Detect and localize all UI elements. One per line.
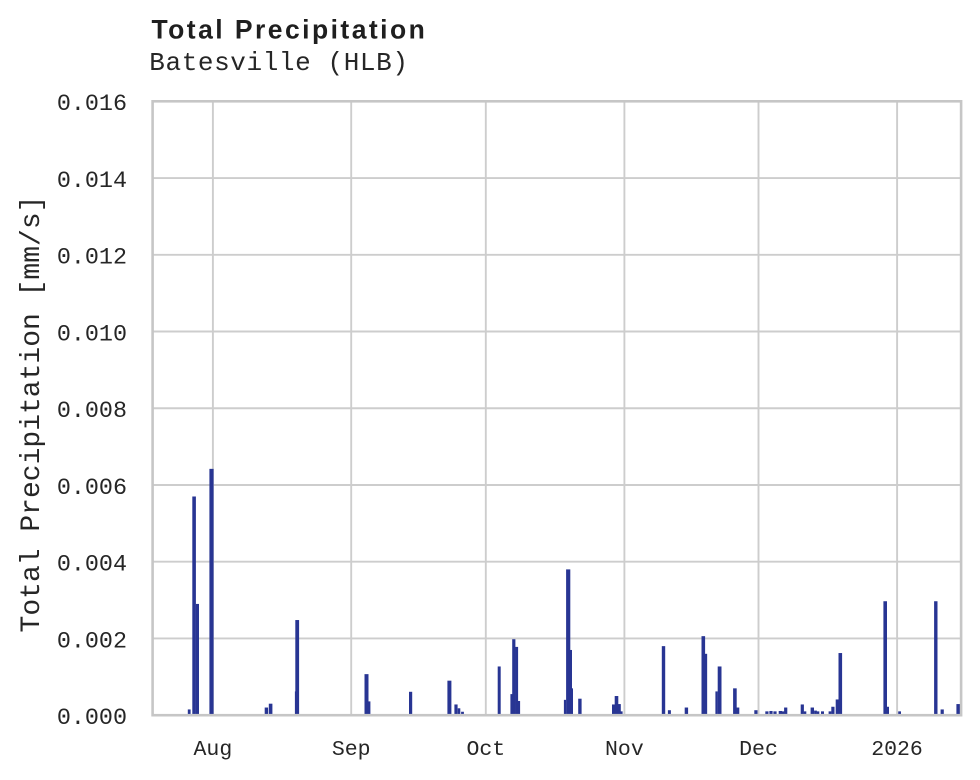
svg-text:0.000: 0.000 (57, 706, 127, 732)
svg-text:Total Precipitation: Total Precipitation (152, 15, 428, 45)
svg-text:Aug: Aug (194, 738, 233, 762)
svg-text:Dec: Dec (739, 738, 778, 762)
svg-text:0.012: 0.012 (57, 246, 127, 272)
svg-text:Batesville (HLB): Batesville (HLB) (149, 48, 408, 78)
svg-text:Oct: Oct (466, 738, 505, 762)
svg-text:0.004: 0.004 (57, 553, 127, 579)
svg-text:0.010: 0.010 (57, 322, 127, 348)
svg-text:0.006: 0.006 (57, 476, 127, 502)
svg-text:Sep: Sep (332, 738, 371, 762)
svg-text:Nov: Nov (605, 738, 644, 762)
svg-text:0.016: 0.016 (57, 92, 127, 118)
svg-text:0.014: 0.014 (57, 169, 127, 195)
svg-text:2026: 2026 (871, 738, 923, 762)
svg-text:Total Precipitation [mm/s]: Total Precipitation [mm/s] (17, 196, 48, 633)
svg-text:0.008: 0.008 (57, 399, 127, 425)
svg-text:0.002: 0.002 (57, 629, 127, 655)
